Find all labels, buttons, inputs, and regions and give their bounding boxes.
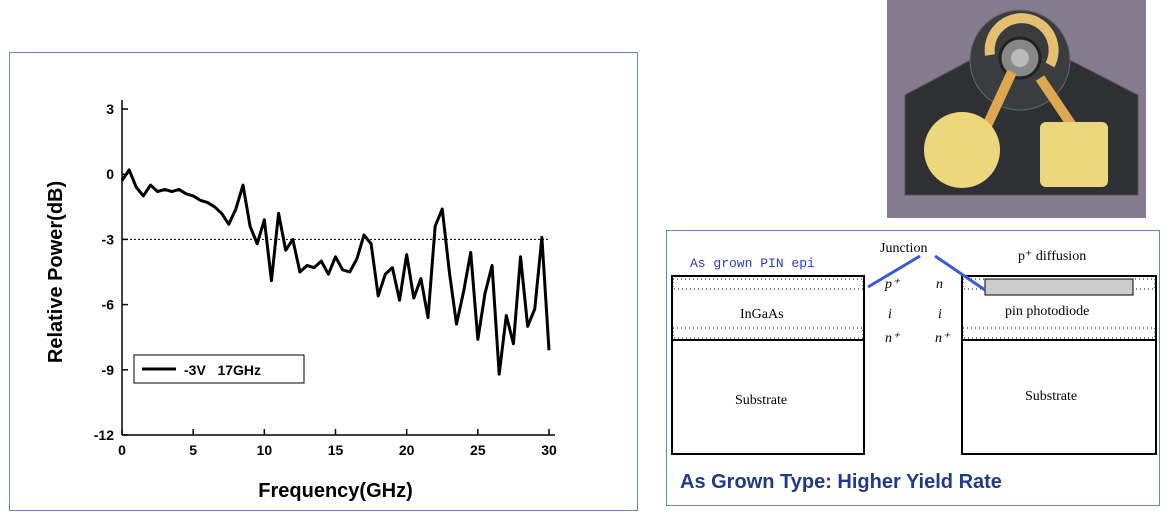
y-tick-label: 0 (106, 166, 114, 182)
x-tick-label: 15 (328, 442, 344, 458)
label: p⁺ (884, 277, 901, 292)
label: As grown PIN epi (690, 256, 815, 271)
label: Junction (880, 241, 927, 256)
x-tick-label: 5 (189, 442, 197, 458)
data-line (120, 168, 551, 376)
label: InGaAs (740, 307, 784, 322)
x-tick-label: 25 (470, 442, 486, 458)
x-tick-label: 0 (118, 442, 126, 458)
label: p⁺ diffusion (1018, 249, 1086, 264)
y-tick-label: -6 (102, 297, 115, 313)
legend-label: -3V 17GHz (184, 362, 261, 378)
x-tick-label: 10 (257, 442, 273, 458)
x-tick-label: 30 (541, 442, 557, 458)
diagram: As grown PIN epi Junction p⁺ diffusion p… (666, 230, 1160, 506)
label: n⁺ (885, 331, 901, 346)
y-tick-label: -9 (102, 362, 115, 378)
label: Substrate (735, 393, 787, 408)
label: n (936, 277, 943, 292)
x-tick-label: 20 (399, 442, 415, 458)
chart-frame (9, 52, 638, 511)
y-tick-label: 3 (106, 101, 114, 117)
label: Substrate (1025, 389, 1077, 404)
label: pin photodiode (1005, 304, 1089, 319)
y-axis-label: Relative Power(dB) (45, 181, 67, 363)
x-axis-label: Frequency(GHz) (258, 480, 412, 502)
label: i (938, 307, 942, 322)
label: i (888, 307, 892, 322)
caption: As Grown Type: Higher Yield Rate (680, 471, 1002, 493)
photo (887, 0, 1146, 218)
y-tick-label: -3 (102, 231, 115, 247)
y-tick-label: -12 (94, 427, 114, 443)
label: n⁺ (935, 331, 951, 346)
